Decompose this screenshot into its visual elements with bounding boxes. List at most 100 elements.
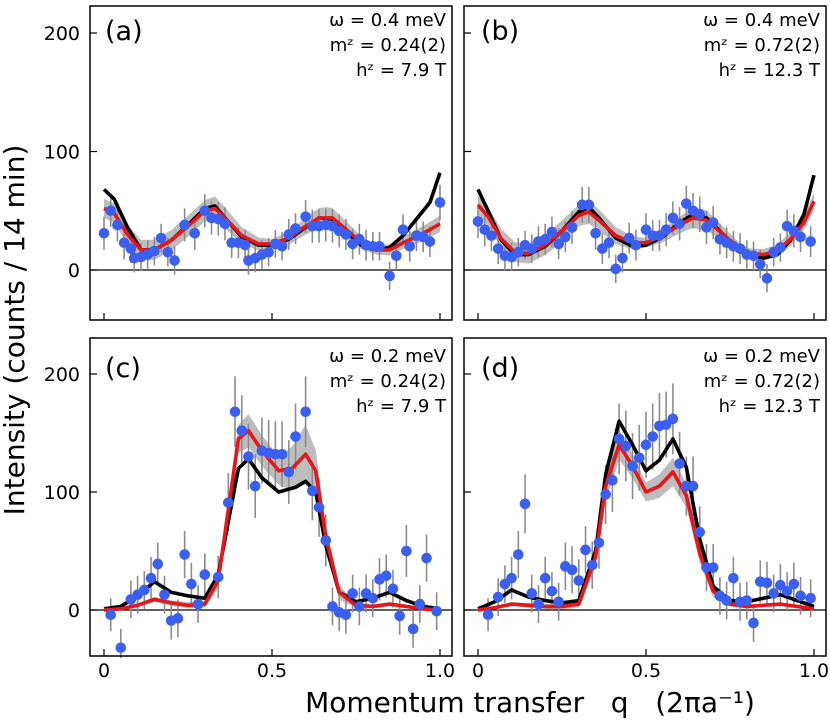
panel-d-data-point (728, 572, 739, 584)
panel-c-data-point (105, 609, 117, 621)
panel-c-data-point (431, 605, 442, 617)
panel-a-data-point (112, 219, 123, 231)
panel-d-data-point (667, 413, 679, 425)
panel-b-data-point (603, 237, 615, 249)
panel-c-data-point (347, 588, 358, 599)
panel-a-field: hᶻ = 7.9 T (356, 60, 447, 81)
panel-d (464, 383, 826, 642)
panel-a-data-point (404, 241, 416, 252)
panel-d-data-point (539, 572, 551, 584)
panel-a-frame (89, 5, 453, 321)
panel-d-data-point (513, 549, 524, 560)
panel-c-data-point (320, 535, 332, 546)
y-tick-labels: 0 100 200 0 100 200 (44, 23, 80, 622)
panel-d-data-point (633, 452, 645, 464)
y-axis-title: Intensity (counts / 14 min) (0, 145, 31, 516)
panel-c-data-point (229, 406, 241, 418)
panel-b-data-point (674, 218, 685, 230)
panel-c-data-point (290, 431, 301, 442)
panel-c-red-curve (103, 428, 441, 612)
panel-d-data-point (492, 591, 504, 603)
panel-c-data-point (421, 552, 432, 564)
panel-a-data-point (179, 219, 190, 231)
panel-a-data-point (384, 270, 395, 282)
panel-a-data-point (239, 239, 251, 251)
panel-a-data-point (105, 205, 117, 217)
panel-d-data-point (573, 575, 585, 586)
panel-d-data-point (781, 585, 793, 597)
panel-b-data-point (623, 232, 635, 244)
y-tick-label: 200 (44, 364, 80, 386)
x-tick-label: 1.0 (425, 660, 455, 682)
panel-d-data-point (674, 458, 685, 469)
panel-c-black-curve (103, 457, 441, 611)
panel-c-data-point (354, 601, 365, 612)
panel-c-points (105, 406, 442, 654)
panel-a-data-point (219, 218, 231, 230)
panel-c-errorbars (109, 376, 438, 658)
panel-b-data-point (775, 242, 786, 253)
panel-d-data-point (707, 562, 719, 573)
panel-a-data-point (391, 250, 402, 262)
panel-b-label: (b) (481, 16, 519, 47)
panel-d-data-point (600, 489, 611, 500)
panel-d-data-point (553, 596, 564, 608)
panel-a-data-point (263, 246, 274, 258)
panel-a-data-point (155, 232, 167, 244)
panel-c-data-point (300, 406, 311, 418)
panel-a-data-point (276, 241, 288, 252)
panel-d-data-point (687, 480, 699, 492)
panel-b-data-point (681, 198, 692, 209)
panel-b-data-point (553, 238, 564, 250)
panel-c-frame (89, 337, 453, 657)
panel-d-data-point (607, 474, 618, 486)
panel-d-data-point (506, 572, 517, 584)
panel-a-points (98, 197, 446, 282)
panel-b-data-point (560, 231, 571, 243)
panel-d-data-point (768, 588, 779, 599)
panel-d-data-point (519, 498, 531, 510)
panel-a-data-point (149, 245, 160, 257)
panel-b-data-point (805, 236, 816, 247)
panel-c-data-point (249, 480, 261, 492)
panel-c-data-point (367, 592, 379, 604)
panel-b-data-point (748, 250, 759, 262)
y-tick-label: 200 (44, 23, 80, 45)
panel-c-field: hᶻ = 7.9 T (356, 396, 447, 417)
panel-b-data-point (754, 258, 766, 270)
panel-c-data-point (387, 583, 399, 595)
panel-a-data-point (162, 246, 174, 258)
panel-c-data-point (401, 545, 412, 557)
panel-d-data-point (627, 460, 638, 472)
panel-c-data-point (276, 448, 288, 460)
panel-c-data-point (236, 425, 248, 436)
panel-d-data-point (482, 609, 494, 621)
x-tick-labels: 0 0.5 1.0 0 0.5 1.0 (98, 660, 829, 682)
panel-c-data-point (199, 569, 211, 580)
panel-c-data-point (394, 610, 405, 622)
panel-d-data-point (647, 431, 659, 442)
panel-c-data-point (186, 578, 197, 590)
panel-b-data-point (795, 231, 806, 243)
panel-c-data-point (145, 572, 157, 584)
x-tick-label: 0 (472, 660, 484, 682)
x-tick-label: 0 (98, 660, 110, 682)
panel-c-data-point (152, 558, 164, 570)
panel-b-data-point (566, 222, 578, 233)
panel-d-field: hᶻ = 12.3 T (719, 396, 821, 417)
panel-d-data-point (640, 439, 652, 451)
panel-b-omega: ω = 0.4 meV (703, 10, 821, 31)
panel-d-points (482, 413, 816, 629)
panel-d-omega: ω = 0.2 meV (703, 346, 821, 367)
x-tick-label: 0.5 (257, 660, 287, 682)
panel-d-data-point (788, 578, 800, 590)
panel-c-data-point (223, 497, 234, 508)
panel-d-frame (463, 337, 827, 657)
panel-b-data-point (486, 230, 497, 241)
panel-b-data-point (617, 252, 628, 264)
panel-a-data-point (189, 227, 201, 239)
panel-b-data-point (526, 243, 538, 254)
panel-d-data-point (526, 588, 538, 599)
panel-b-data-point (761, 272, 773, 284)
